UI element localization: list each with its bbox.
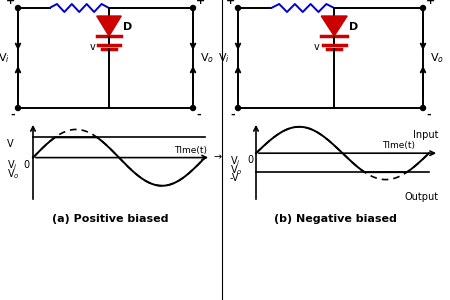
Text: (a) Positive biased: (a) Positive biased xyxy=(52,214,168,224)
Circle shape xyxy=(420,106,426,110)
Text: R: R xyxy=(298,0,307,2)
Text: D: D xyxy=(123,22,132,32)
Text: -: - xyxy=(230,110,235,120)
Text: TIme(t): TIme(t) xyxy=(174,146,207,154)
Text: v: v xyxy=(314,42,320,52)
Circle shape xyxy=(420,5,426,10)
Text: -: - xyxy=(196,110,201,120)
Circle shape xyxy=(190,5,195,10)
Text: Output: Output xyxy=(405,192,439,202)
Text: V$_i$: V$_i$ xyxy=(230,154,241,168)
Text: -V: -V xyxy=(230,173,239,183)
Circle shape xyxy=(15,106,21,110)
Text: +: + xyxy=(6,0,15,6)
Circle shape xyxy=(235,5,240,10)
Text: V$_o$: V$_o$ xyxy=(230,163,243,177)
Text: V$_i$: V$_i$ xyxy=(0,51,10,65)
Text: -: - xyxy=(426,110,431,120)
Polygon shape xyxy=(321,16,347,36)
Text: Input: Input xyxy=(414,130,439,140)
Text: V$_o$: V$_o$ xyxy=(7,168,20,182)
Circle shape xyxy=(15,5,21,10)
Text: (b) Negative biased: (b) Negative biased xyxy=(274,214,397,224)
Text: v: v xyxy=(89,42,95,52)
Circle shape xyxy=(235,106,240,110)
Polygon shape xyxy=(97,16,121,36)
Text: V: V xyxy=(7,139,14,148)
Text: -: - xyxy=(10,110,15,120)
Text: 0: 0 xyxy=(24,160,30,170)
Text: 0: 0 xyxy=(247,155,253,165)
Text: +: + xyxy=(426,0,435,6)
Text: V$_i$: V$_i$ xyxy=(7,159,18,172)
Text: +: + xyxy=(196,0,205,6)
Text: →: → xyxy=(213,153,221,163)
Text: TIme(t): TIme(t) xyxy=(382,141,415,150)
Circle shape xyxy=(190,106,195,110)
Text: V$_o$: V$_o$ xyxy=(200,51,214,65)
Text: V$_i$: V$_i$ xyxy=(218,51,230,65)
Text: R: R xyxy=(75,0,84,2)
Text: +: + xyxy=(226,0,235,6)
Text: V$_o$: V$_o$ xyxy=(430,51,444,65)
Text: D: D xyxy=(349,22,358,32)
